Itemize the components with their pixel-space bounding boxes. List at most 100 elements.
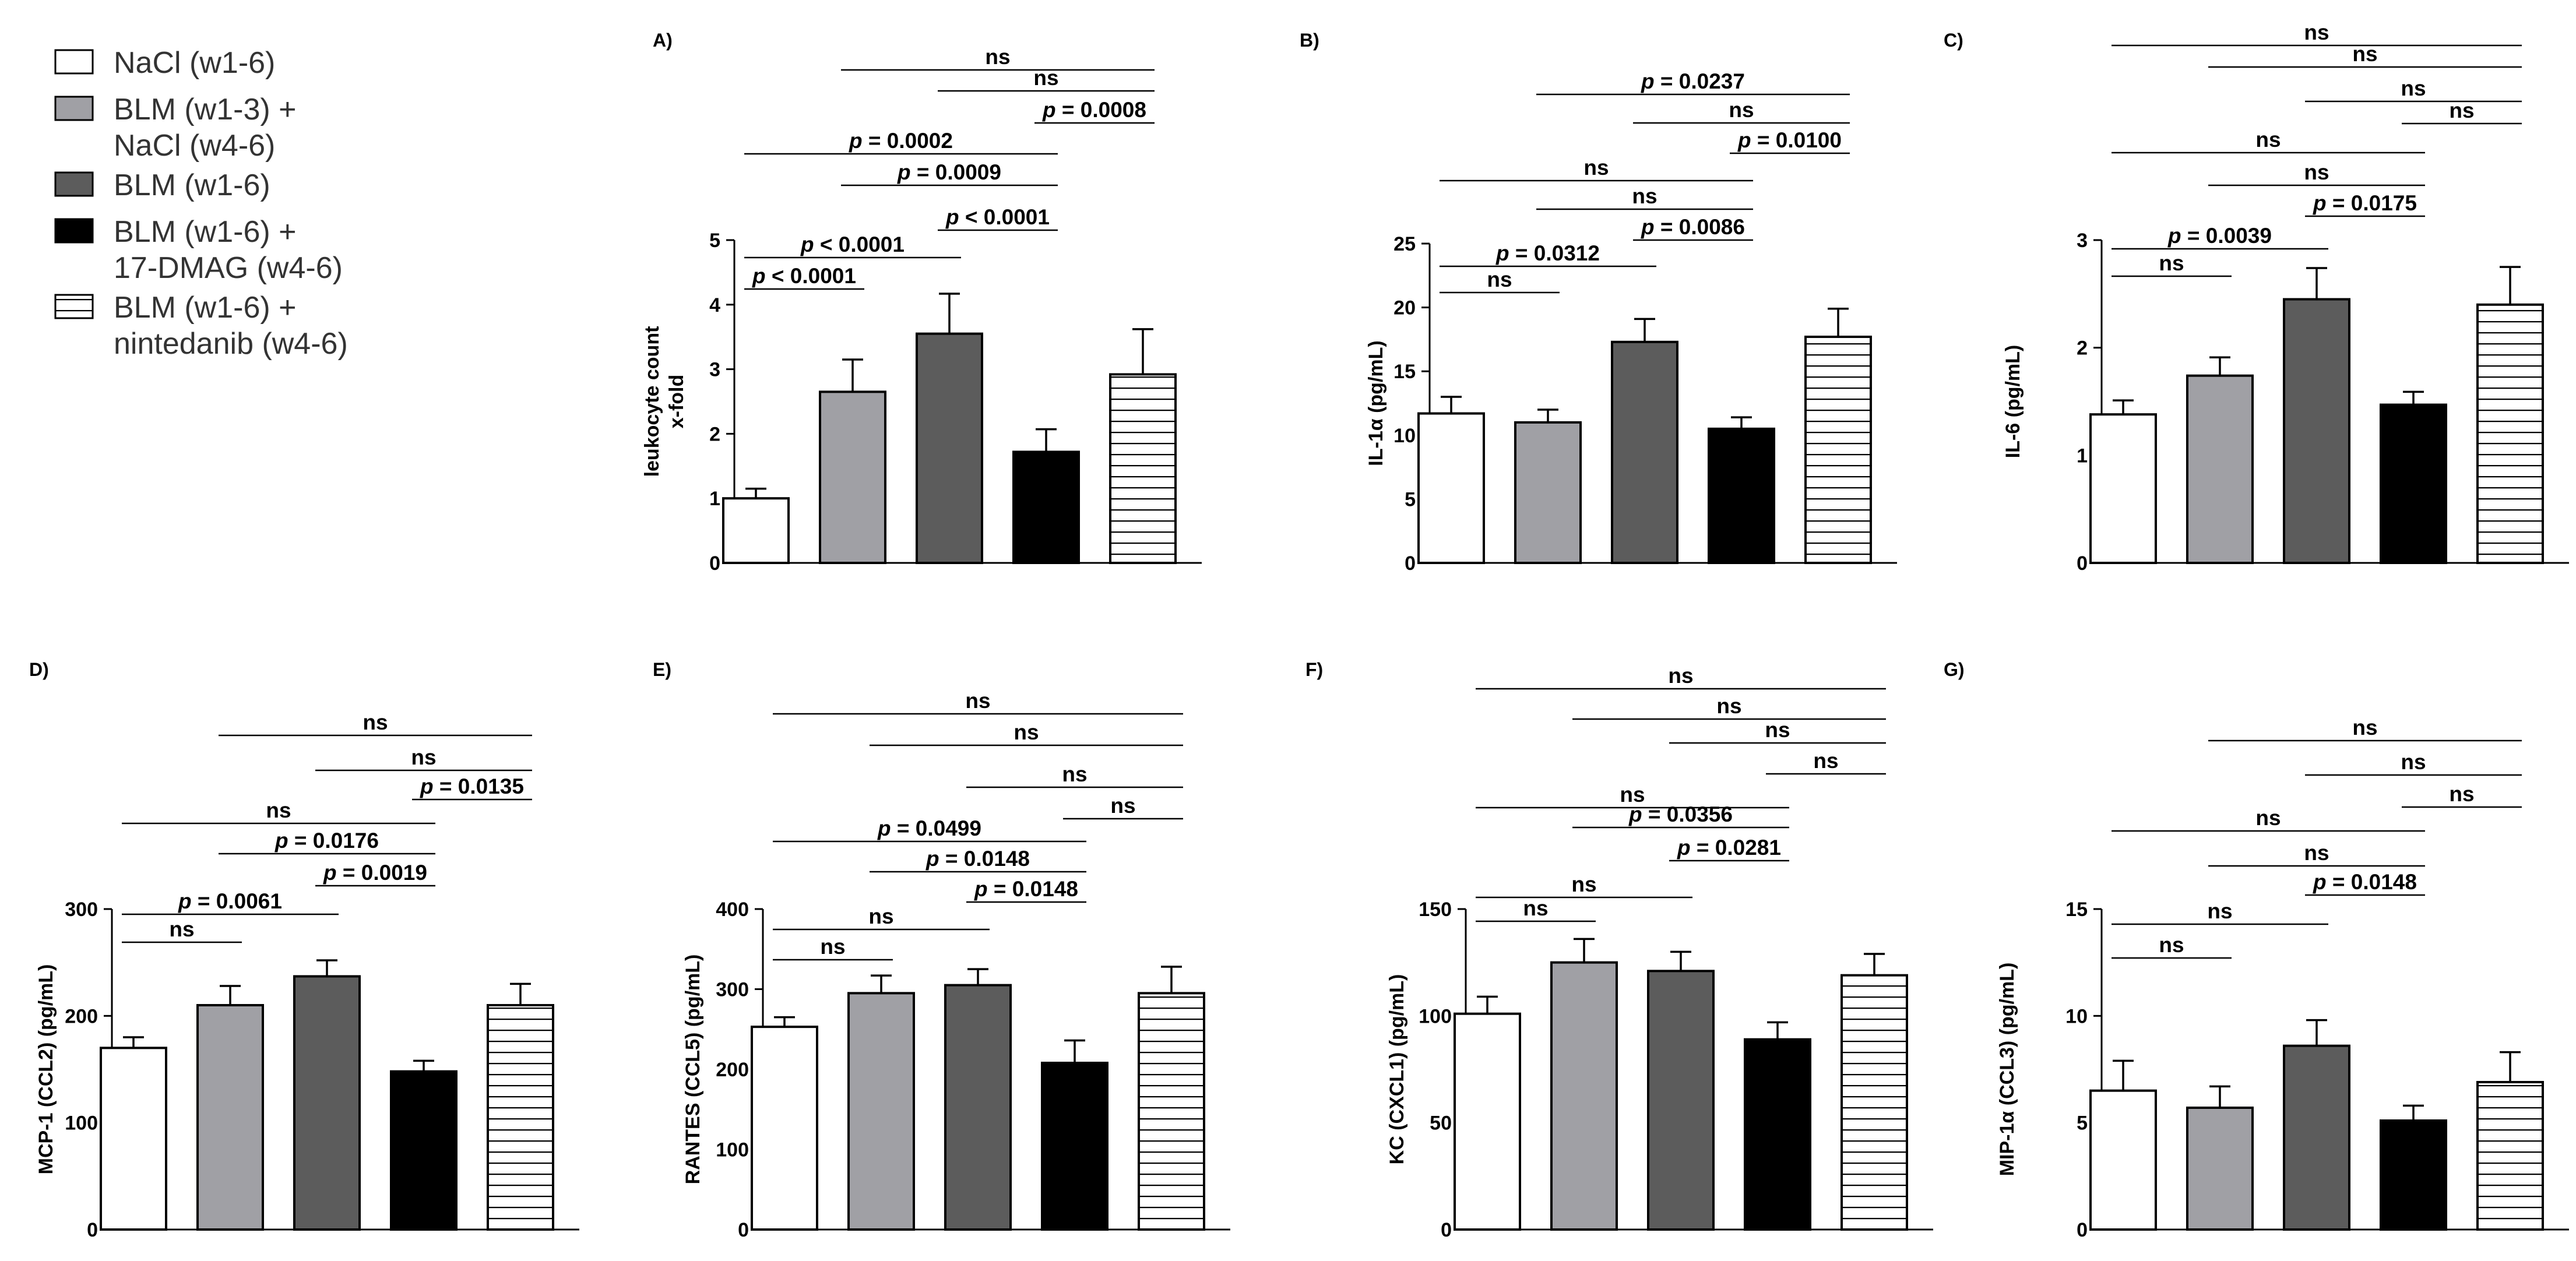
bar-3 [293,975,361,1231]
y-axis-label: MCP-1 (CCL2) (pg/mL) [35,964,57,1175]
panel-letter: G) [1944,659,1965,680]
p-symbol: p [1641,69,1655,93]
panel-letter: E) [653,659,671,680]
bar-4 [1744,1038,1811,1231]
significance-label: p = 0.0148 [925,847,1030,871]
bar-5 [2476,303,2544,564]
p-symbol: p [323,861,337,885]
bar-4 [1708,427,1775,565]
p-symbol: p [1737,128,1751,152]
bar-2 [819,390,886,564]
p-symbol: p [178,889,192,913]
bar-5 [1109,373,1177,564]
significance-label: ns [868,904,893,928]
significance-label: ns [1583,156,1609,179]
p-value: = 0.0100 [1751,128,1842,152]
y-tick-label: 5 [1405,488,1416,510]
legend-swatch [54,49,94,75]
p-value: = 0.0039 [2181,224,2272,248]
significance-label: ns [2401,750,2426,774]
y-tick-label: 1 [709,488,720,510]
p-symbol: p [877,816,891,840]
p-symbol: p [849,129,863,153]
bar-2 [1514,421,1582,564]
p-symbol: p [2313,191,2327,215]
p-symbol: p [800,233,814,256]
significance-label: ns [1813,749,1838,773]
significance-label: ns [1668,664,1693,688]
p-value: = 0.0148 [2327,870,2417,894]
bar-1 [722,497,790,565]
p-value: < 0.0001 [766,264,856,288]
p-value: = 0.0002 [863,129,953,153]
p-value: = 0.0176 [288,829,379,853]
significance-label: ns [965,689,990,713]
chart-panel-e: E)RANTES (CCL5) (pg/mL)0100200300400nsns… [653,659,1230,1241]
bar-4 [390,1070,458,1231]
p-value: = 0.0148 [988,877,1078,901]
y-tick-label: 3 [2077,230,2088,252]
bar-3 [2283,1044,2350,1231]
y-axis-label-line: KC (CXCL1) (pg/mL) [1386,974,1408,1165]
panel-letter: A) [653,30,673,51]
p-value: = 0.0135 [434,774,524,798]
p-value: < 0.0001 [959,205,1050,229]
y-tick-label: 400 [716,899,749,921]
p-symbol: p [2313,870,2327,894]
significance-label: p = 0.0148 [974,877,1078,901]
significance-label: ns [1062,762,1087,786]
bar-1 [2089,413,2157,564]
panel-letter: B) [1300,30,1319,51]
legend-label: 17-DMAG (w4-6) [114,251,343,285]
legend-item: BLM (w1-6) [54,168,270,202]
legend-label: NaCl (w1-6) [114,46,275,80]
significance-label: ns [820,935,845,959]
p-symbol: p [1677,836,1691,860]
legend-label: BLM (w1-6) + [114,215,297,249]
y-tick-label: 2 [2077,337,2088,360]
significance-label: p < 0.0001 [945,205,1050,229]
p-symbol: p [275,829,288,853]
significance-label: ns [2449,782,2474,806]
significance-label: p = 0.0002 [849,129,953,153]
significance-label: p = 0.0281 [1677,836,1781,860]
significance-label: ns [2255,806,2281,830]
p-symbol: p [1042,98,1056,122]
legend-swatch [54,171,94,197]
y-tick-label: 20 [1393,297,1416,319]
legend-item: BLM (w1-3) +NaCl (w4-6) [54,93,297,163]
legend-item: BLM (w1-6) +nintedanib (w4-6) [54,291,348,361]
legend-label: BLM (w1-6) [114,168,270,202]
significance-label: ns [1571,872,1596,896]
y-tick-label: 5 [709,230,720,252]
y-tick-label: 25 [1393,233,1416,255]
p-symbol: p [1495,241,1509,265]
significance-label: p < 0.0001 [800,233,905,256]
p-symbol: p [2167,224,2181,248]
y-axis-label-line: leukocyte count [641,326,663,477]
y-tick-label: 10 [2065,1005,2088,1027]
bar-1 [2089,1089,2157,1231]
legend: NaCl (w1-6) BLM (w1-3) +NaCl (w4-6) BLM (w… [54,46,348,361]
significance-label: ns [2159,933,2184,957]
p-value: = 0.0061 [192,889,282,913]
bar-2 [2186,374,2254,564]
significance-label: ns [2449,98,2474,122]
bar-2 [1550,961,1618,1231]
y-tick-label: 4 [709,294,720,316]
legend-swatch [54,294,94,319]
y-tick-label: 10 [1393,425,1416,447]
p-symbol: p [974,877,988,901]
significance-label: p = 0.0175 [2313,191,2417,215]
significance-label: ns [1523,896,1548,920]
y-tick-label: 300 [716,979,749,1001]
y-tick-label: 15 [1393,361,1416,383]
p-value: = 0.0356 [1642,802,1733,826]
significance-label: p = 0.0100 [1737,128,1842,152]
